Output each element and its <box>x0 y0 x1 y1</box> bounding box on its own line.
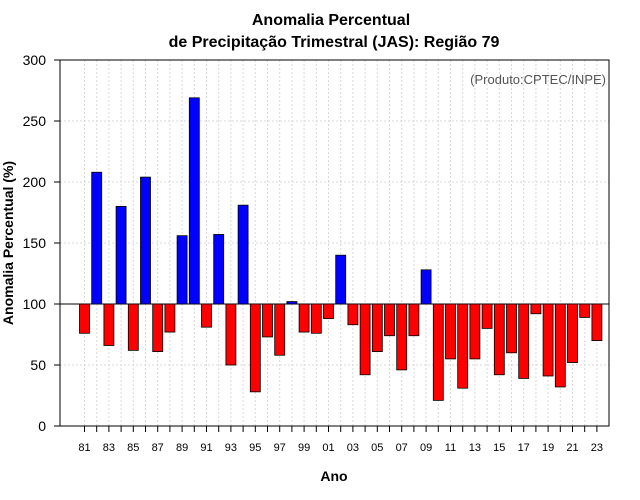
x-tick-label: 83 <box>103 442 115 454</box>
y-tick-label: 250 <box>23 113 47 129</box>
x-tick-label: 01 <box>322 442 334 454</box>
bar-20 <box>554 303 566 388</box>
x-tick-label: 07 <box>396 442 408 454</box>
bar-16 <box>506 303 517 354</box>
x-tick-label: 95 <box>249 442 261 454</box>
bar-90 <box>188 97 200 305</box>
bar-95 <box>249 303 261 393</box>
bar-07 <box>396 303 408 371</box>
bar-96 <box>262 303 273 338</box>
x-tick-label: 97 <box>274 442 286 454</box>
bar-19 <box>542 303 554 377</box>
bar-91 <box>201 303 212 328</box>
bar-17 <box>518 303 530 379</box>
bar-10 <box>432 303 444 401</box>
x-axis-label: Ano <box>320 468 347 484</box>
bar-88 <box>164 303 176 333</box>
bar-06 <box>384 303 395 337</box>
bar-92 <box>213 234 225 305</box>
bar-23 <box>591 303 603 341</box>
bar-97 <box>274 303 286 356</box>
x-tick-label: 99 <box>298 442 310 454</box>
x-tick-label: 81 <box>78 442 90 454</box>
bar-05 <box>371 303 383 352</box>
y-axis: 0 50 100 150 200 250 300 <box>23 52 60 434</box>
x-tick-label: 85 <box>127 442 139 454</box>
x-tick-label: 91 <box>200 442 212 454</box>
x-tick-label: 19 <box>542 442 554 454</box>
bar-01 <box>323 303 334 320</box>
x-tick-label: 21 <box>566 442 578 454</box>
x-axis: 81 83 85 87 89 91 93 95 97 99 01 03 05 07 09 11 13 15 17 19… <box>78 426 603 454</box>
bar-15 <box>493 303 505 376</box>
bar-22 <box>579 303 591 318</box>
y-tick-label: 0 <box>38 418 46 434</box>
bar-11 <box>445 303 456 360</box>
bar-89 <box>176 235 188 305</box>
bar-98 <box>286 301 298 305</box>
bar-14 <box>481 303 493 329</box>
x-tick-label: 17 <box>518 442 530 454</box>
y-tick-label: 150 <box>23 235 47 251</box>
bar-03 <box>347 303 359 326</box>
bar-09 <box>420 269 432 305</box>
x-tick-label: 11 <box>445 442 456 454</box>
chart-title-line1: Anomalia Percentual <box>252 12 410 29</box>
bar-87 <box>152 303 164 352</box>
x-tick-label: 13 <box>469 442 481 454</box>
x-tick-label: 23 <box>591 442 603 454</box>
y-axis-label: Anomalia Percentual (%) <box>0 161 16 325</box>
x-tick-label: 89 <box>176 442 188 454</box>
x-tick-label: 87 <box>152 442 164 454</box>
x-tick-label: 03 <box>347 442 359 454</box>
bar-84 <box>115 205 127 305</box>
bar-13 <box>469 303 481 360</box>
bar-94 <box>237 204 249 305</box>
bar-04 <box>359 303 371 376</box>
x-tick-label: 05 <box>371 442 383 454</box>
bar-99 <box>298 303 310 333</box>
bars <box>79 97 603 401</box>
y-tick-label: 100 <box>23 296 47 312</box>
bar-12 <box>457 303 469 389</box>
bar-93 <box>225 303 237 366</box>
bar-18 <box>530 303 542 315</box>
credit-text: (Produto:CPTEC/INPE) <box>470 72 606 87</box>
y-tick-label: 200 <box>23 174 47 190</box>
chart-title-line2: de Precipitação Trimestral (JAS): Região… <box>169 34 500 51</box>
bar-02 <box>335 254 347 305</box>
y-tick-label: 300 <box>23 52 47 68</box>
x-tick-label: 93 <box>225 442 237 454</box>
x-tick-label: 09 <box>420 442 432 454</box>
bar-81 <box>79 303 90 334</box>
bar-86 <box>140 176 151 305</box>
bar-83 <box>103 303 115 346</box>
bar-08 <box>408 303 420 337</box>
x-tick-label: 15 <box>493 442 505 454</box>
bar-85 <box>127 303 139 351</box>
bar-21 <box>567 303 578 363</box>
bar-82 <box>91 171 103 305</box>
y-tick-label: 50 <box>30 357 46 373</box>
bar-00 <box>310 303 322 334</box>
